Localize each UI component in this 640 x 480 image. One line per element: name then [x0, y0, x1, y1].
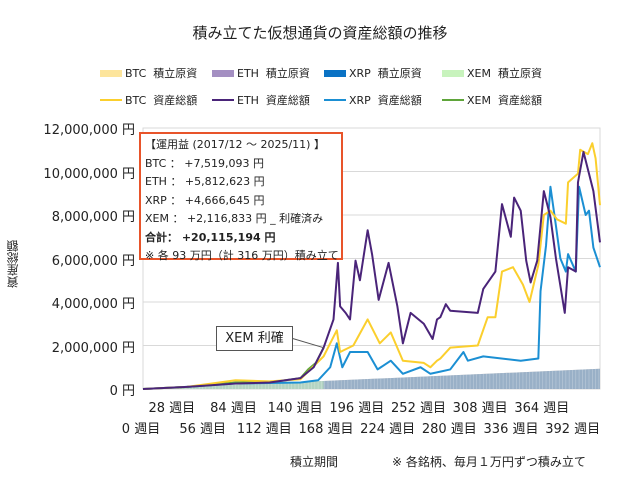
legend-item: XRP 資産総額: [324, 92, 422, 108]
legend-swatch: [324, 69, 346, 77]
x-tick-label: 112 週目: [236, 422, 292, 437]
legend-swatch: [442, 99, 464, 101]
summary-heading: 【運用益 (2017/12 ～ 2025/11) 】: [145, 138, 325, 151]
y-tick-label: 2,000,000 円: [51, 340, 135, 356]
summary-total: 合計： +20,115,194 円: [145, 230, 276, 244]
legend-swatch: [212, 99, 234, 101]
y-tick-label: 4,000,000 円: [51, 297, 135, 312]
legend-label: XRP 積立原資: [349, 67, 422, 80]
x-tick-label: 140 週目: [267, 401, 323, 416]
summary-btc: BTC ： +7,519,093 円: [145, 156, 264, 170]
principal-area-2: [143, 368, 600, 389]
summary-footnote: ※ 各 93 万円（計 316 万円）積み立て: [145, 249, 339, 262]
legend-label: BTC 資産総額: [125, 94, 198, 107]
legend-swatch: [100, 99, 122, 101]
profit-summary-box: 【運用益 (2017/12 ～ 2025/11) 】 BTC ： +7,519,…: [139, 132, 343, 262]
x-tick-label: 252 週目: [391, 401, 446, 416]
summary-xrp: XRP ： +4,666,645 円: [145, 193, 265, 207]
legend-item: XEM 資産総額: [442, 92, 542, 108]
x-tick-label: 56 週目: [179, 422, 226, 437]
x-tick-label: 280 週目: [421, 422, 477, 437]
legend-label: XEM 積立原資: [467, 67, 542, 80]
legend-swatch: [100, 69, 122, 77]
legend-item: BTC 積立原資: [100, 65, 197, 81]
chart-title: 積み立てた仮想通貨の資産総額の推移: [192, 24, 448, 42]
x-tick-label: 224 週目: [360, 422, 416, 437]
legend-label: XEM 資産総額: [467, 94, 542, 107]
series-line-xrp: [142, 185, 601, 390]
y-tick-label: 12,000,000 円: [43, 123, 135, 138]
legend-item: XEM 積立原資: [442, 65, 542, 81]
x-tick-label: 84 週目: [210, 401, 257, 416]
x-tick-label: 168 週目: [298, 422, 354, 437]
footnote: ※ 各銘柄、毎月１万円ずつ積み立て: [392, 455, 586, 469]
y-tick-label: 8,000,000 円: [51, 210, 135, 225]
y-axis-title: 資産総額: [6, 240, 20, 288]
legend-item: BTC 資産総額: [100, 92, 197, 108]
x-tick-label: 364 週目: [514, 401, 570, 416]
xem-sell-callout: XEM 利確: [216, 326, 293, 351]
legend-item: ETH 積立原資: [212, 65, 310, 81]
x-tick-label: 28 週目: [148, 401, 196, 416]
x-tick-label: 0 週目: [121, 422, 161, 437]
legend-label: XRP 資産総額: [349, 94, 422, 107]
legend-swatch: [324, 99, 346, 101]
x-tick-label: 336 週目: [483, 422, 539, 437]
y-tick-label: 10,000,000 円: [43, 166, 135, 182]
x-axis-title: 積立期間: [290, 455, 339, 469]
series-line-btc: [142, 142, 601, 390]
x-tick-label: 196 週目: [329, 401, 385, 416]
legend-swatch: [212, 69, 234, 77]
callout-leader: [290, 337, 324, 349]
legend-label: ETH 積立原資: [237, 67, 310, 80]
legend-swatch: [442, 69, 464, 77]
summary-xem: XEM ： +2,116,833 円 _ 利確済み: [145, 212, 324, 225]
legend-item: ETH 資産総額: [212, 92, 310, 108]
series-line-eth: [142, 150, 601, 390]
legend-label: ETH 資産総額: [237, 94, 310, 107]
x-tick-label: 308 週目: [452, 401, 508, 416]
legend-item: XRP 積立原資: [324, 65, 422, 81]
legend-label: BTC 積立原資: [125, 67, 198, 80]
x-tick-label: 392 週目: [545, 422, 601, 437]
y-tick-label: 6,000,000 円: [51, 253, 135, 269]
y-tick-label: 0 円: [109, 384, 135, 399]
summary-eth: ETH ： +5,812,623 円: [145, 175, 265, 188]
